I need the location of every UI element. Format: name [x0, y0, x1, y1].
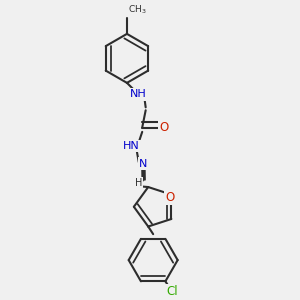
Text: O: O [159, 121, 169, 134]
Text: CH$_3$: CH$_3$ [128, 3, 147, 16]
Text: NH: NH [130, 89, 147, 99]
Text: O: O [165, 191, 175, 204]
Text: N: N [139, 159, 147, 169]
Text: Cl: Cl [167, 285, 178, 298]
Text: HN: HN [123, 141, 140, 151]
Text: H: H [135, 178, 142, 188]
